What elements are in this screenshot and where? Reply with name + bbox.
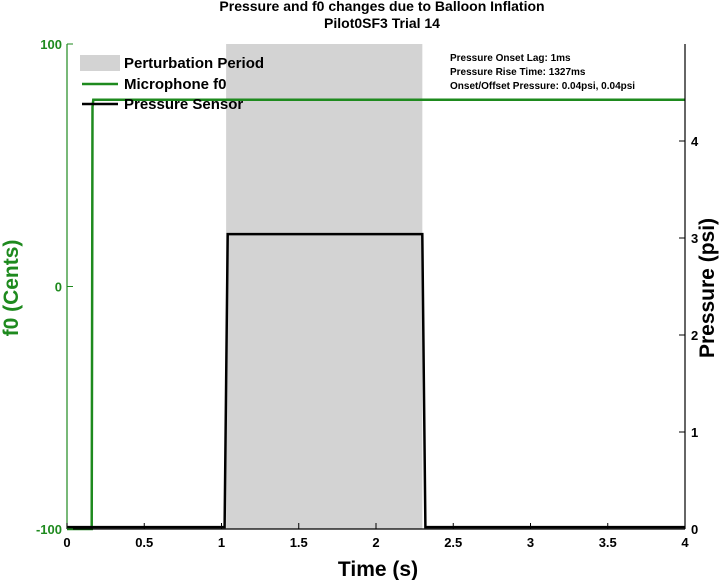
y-left-tick-label: 0: [55, 280, 62, 295]
annotation-box: Pressure Onset Lag: 1ms Pressure Rise Ti…: [450, 53, 635, 92]
x-axis-label: Time (s): [338, 558, 418, 580]
annotation-onset-offset-pressure: Onset/Offset Pressure: 0.04psi, 0.04psi: [450, 81, 635, 92]
y-left-tick-label: 100: [40, 37, 62, 52]
legend-label-f0: Microphone f0: [124, 76, 227, 93]
y-right-axis-label: Pressure (psi): [696, 218, 719, 358]
x-tick-label: 0.5: [135, 535, 153, 550]
x-tick-label: 3: [527, 535, 534, 550]
y-right-tick-label: 2: [691, 328, 698, 343]
x-tick-label: 2.5: [444, 535, 462, 550]
pressure-series-line: [67, 232, 685, 529]
x-tick-label: 4: [681, 535, 689, 550]
y-right-tick-label: 4: [691, 134, 699, 149]
legend-label-pressure: Pressure Sensor: [124, 96, 243, 113]
chart-title: Pressure and f0 changes due to Balloon I…: [219, 0, 544, 14]
annotation-onset-lag: Pressure Onset Lag: 1ms: [450, 53, 571, 64]
y-left-tick-label: -100: [36, 522, 62, 537]
x-tick-label: 3.5: [599, 535, 617, 550]
legend-swatch-perturbation: [80, 55, 120, 71]
y-right-tick-label: 1: [691, 425, 698, 440]
legend: Perturbation Period Microphone f0 Pressu…: [80, 55, 264, 113]
annotation-rise-time: Pressure Rise Time: 1327ms: [450, 67, 586, 78]
x-tick-label: 2: [372, 535, 379, 550]
x-tick-label: 1: [218, 535, 225, 550]
legend-label-perturbation: Perturbation Period: [124, 55, 264, 72]
y-left-axis-label: f0 (Cents): [0, 240, 23, 337]
x-tick-label: 0: [63, 535, 70, 550]
y-right-tick-label: 3: [691, 231, 698, 246]
x-tick-label: 1.5: [290, 535, 308, 550]
perturbation-band: [226, 44, 423, 529]
y-right-tick-label: 0: [691, 522, 698, 537]
chart-subtitle: Pilot0SF3 Trial 14: [324, 15, 440, 31]
